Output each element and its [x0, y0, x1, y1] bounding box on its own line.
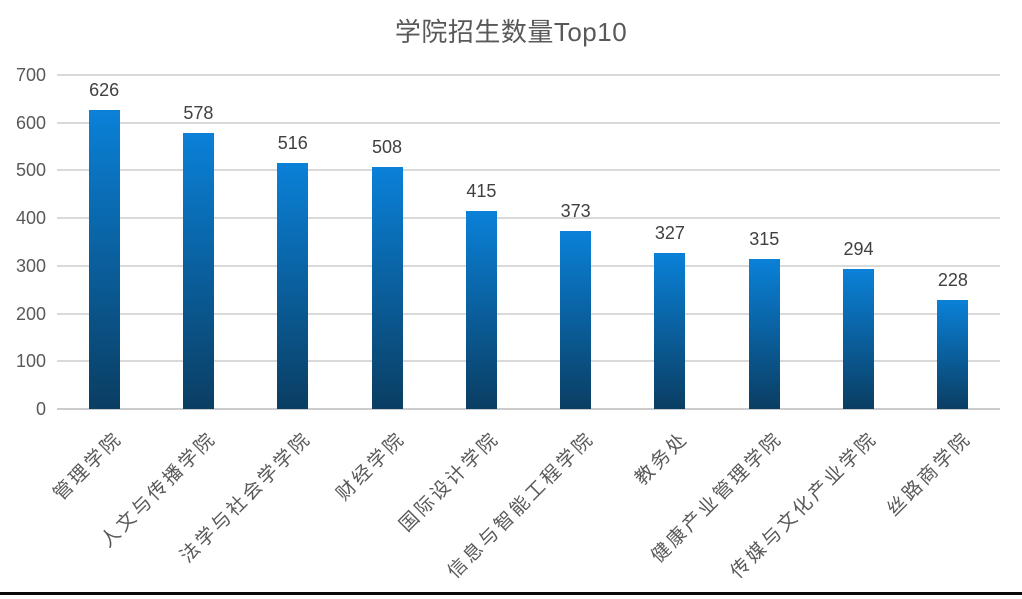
y-tick-label: 300 — [15, 255, 46, 276]
bar-value-label: 578 — [183, 103, 214, 124]
bar-value-label: 415 — [466, 180, 497, 201]
gridline — [57, 74, 1000, 76]
gridline — [57, 217, 1000, 220]
bar — [371, 166, 403, 409]
bar — [88, 110, 120, 409]
gridline — [57, 264, 1000, 267]
y-tick-label: 0 — [35, 399, 46, 419]
y-tick-label: 200 — [15, 303, 46, 324]
y-tick-label: 700 — [15, 65, 46, 85]
y-tick-label: 600 — [15, 112, 46, 133]
bar-value-label: 373 — [560, 201, 591, 222]
x-category-label: 管理学院 — [49, 428, 127, 506]
bar-value-label: 327 — [654, 222, 685, 243]
bar — [843, 268, 875, 409]
chart-title: 学院招生数量Top10 — [394, 17, 628, 47]
gridline — [57, 360, 1000, 363]
bar-value-label: 626 — [89, 80, 120, 101]
bar-value-label: 508 — [372, 136, 403, 157]
bar — [182, 133, 214, 409]
bar — [560, 231, 592, 409]
bar — [654, 252, 686, 409]
x-axis-baseline — [57, 408, 1000, 410]
gridline — [57, 121, 1000, 124]
x-category-label: 国际设计学院 — [395, 428, 505, 537]
gridline — [57, 169, 1000, 172]
bottom-border — [0, 592, 1022, 595]
bar-value-label: 315 — [749, 228, 780, 249]
x-category-label: 教务处 — [631, 428, 693, 490]
bar — [465, 210, 497, 409]
bar — [277, 162, 309, 409]
gridline — [57, 312, 1000, 315]
bar-value-label: 228 — [937, 270, 968, 291]
x-category-label: 丝路商学院 — [883, 428, 976, 521]
bar — [748, 258, 780, 409]
bar-value-label: 294 — [843, 238, 874, 259]
x-category-label: 财经学院 — [332, 428, 410, 506]
bar — [937, 300, 969, 409]
y-tick-label: 500 — [15, 160, 46, 181]
plot-area — [57, 74, 1000, 410]
y-tick-label: 100 — [15, 351, 46, 372]
bar-value-label: 516 — [277, 132, 308, 153]
y-tick-label: 400 — [15, 208, 46, 229]
